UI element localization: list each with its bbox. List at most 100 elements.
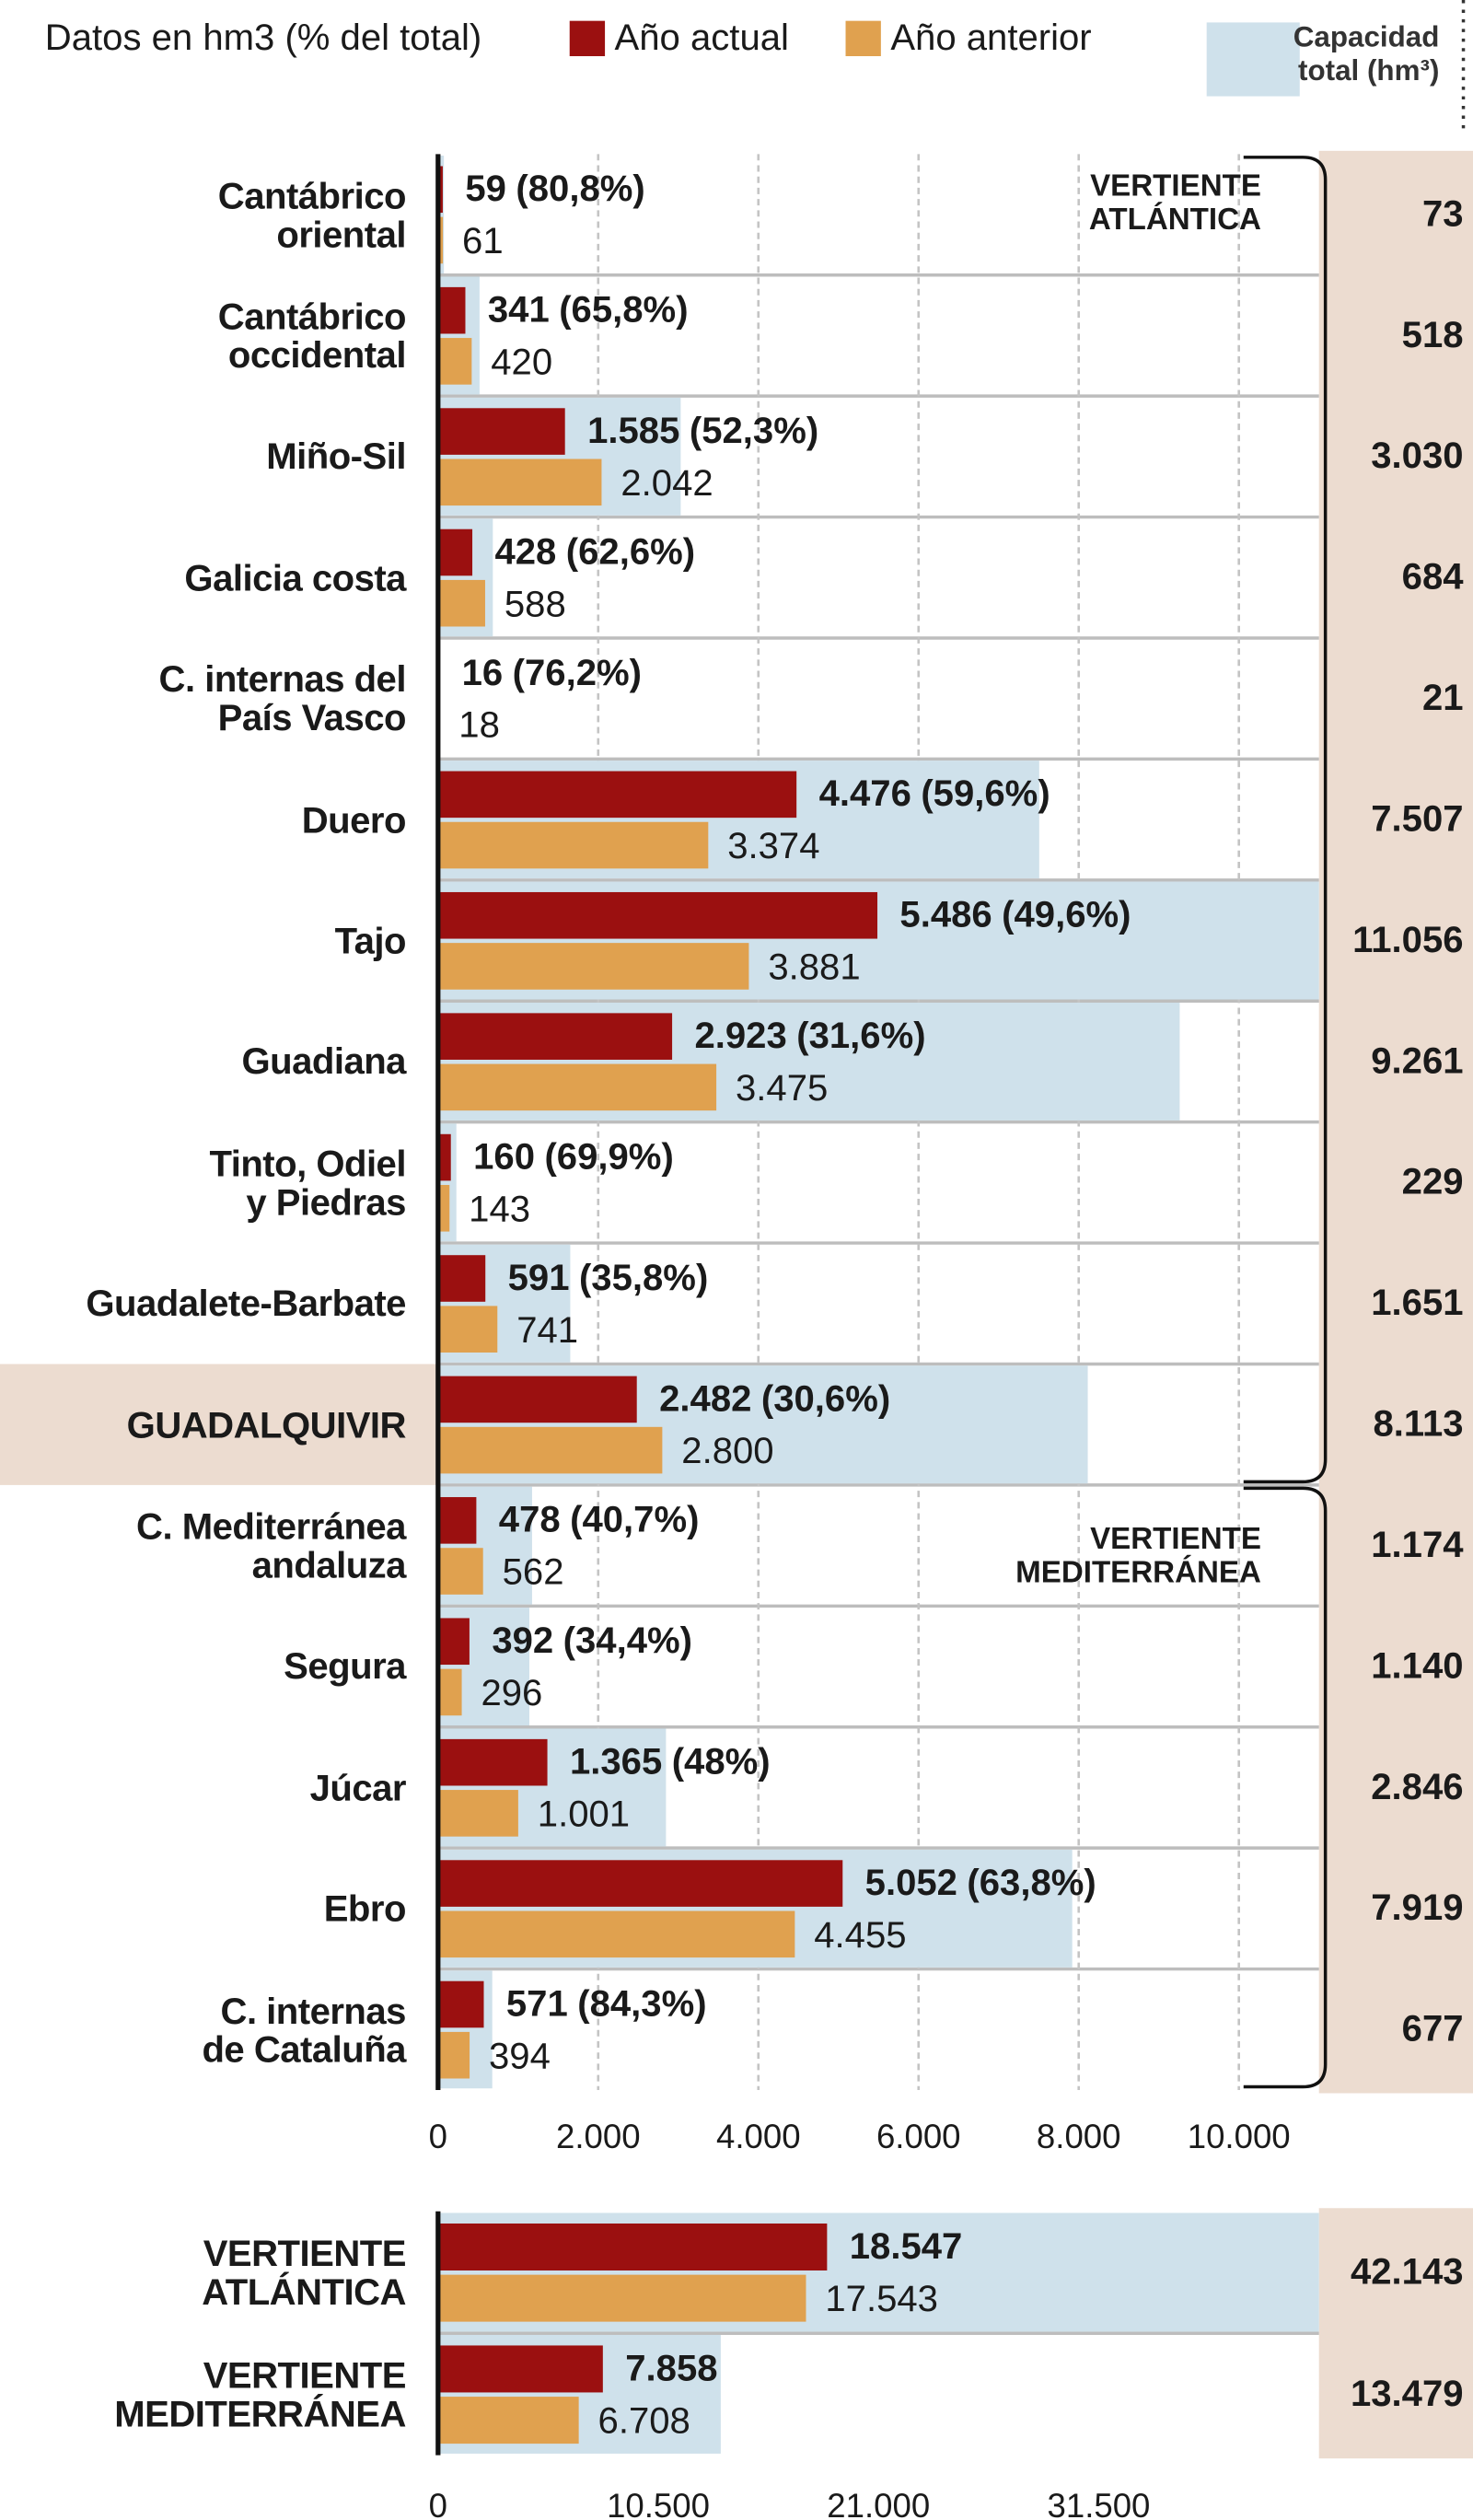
bar-previous [437,459,602,506]
value-label: 1.365 [570,1742,662,1783]
capacity-label: 3.030 [1371,435,1463,476]
value-label: 2.042 [621,463,713,504]
bar-previous [437,216,444,264]
bracket [1243,156,1328,1484]
bar-current [437,1618,470,1666]
value-label: 478 [499,1500,561,1540]
bar-previous [437,1790,518,1837]
share-label: (31,6%) [796,1016,925,1056]
capacity-column [1318,150,1473,2094]
category-label: Tinto, Odiel y Piedras [209,1142,406,1223]
x-tick-label: 6.000 [876,2118,961,2155]
subtitle: Datos en hm3 (% del total) [45,17,481,58]
value-label: 4.476 [819,773,911,814]
value-label: 7.858 [625,2348,717,2388]
value-label: 16 [462,653,504,693]
highlight-band [0,1364,438,1485]
value-label: 5.486 [899,895,992,935]
share-label: (40,7%) [570,1500,699,1540]
bar-current [437,1376,637,1423]
bar-current [437,2345,603,2393]
capacity-label: 1.651 [1371,1283,1463,1323]
capacity-label: 1.174 [1371,1525,1464,1565]
bar-previous [437,1910,795,1958]
value-label: 6.708 [598,2401,690,2442]
share-label: (65,8%) [559,290,688,331]
bar-previous [437,2274,806,2322]
category-label: Ebro [323,1887,407,1930]
category-label: Tajo [334,919,407,962]
value-label: 591 [508,1258,570,1298]
category-label: Guadalete-Barbate [86,1283,406,1325]
bar-current [437,2223,828,2270]
x-tick-label: 0 [429,2487,447,2520]
value-label: 59 [465,168,506,209]
share-label: (69,9%) [544,1136,673,1177]
legend-swatch [1206,22,1300,97]
value-label: 2.800 [681,1431,773,1471]
value-label: 296 [481,1673,542,1713]
capacity-label: 1.140 [1371,1645,1463,1686]
x-tick-label: 10.500 [607,2487,710,2520]
category-label: C. Mediterránea andaluza [136,1504,406,1586]
value-label: 5.052 [865,1863,957,1903]
share-label: (84,3%) [577,1983,706,2024]
bar-previous [437,1063,717,1111]
plot [0,150,1473,2094]
value-label: 2.923 [694,1016,786,1056]
legend-swatch [569,20,606,57]
bar-previous [437,1548,483,1595]
bar-current [437,891,878,939]
bar-current [437,286,466,334]
category-label: Galicia costa [184,556,406,598]
share-label: (80,8%) [516,168,644,209]
share-label: (52,3%) [690,411,818,451]
share-label: (62,6%) [566,531,695,572]
value-label: 143 [469,1189,530,1229]
category-label: Cantábrico occidental [217,295,407,376]
capacity-label: 9.261 [1371,1040,1463,1081]
bar-current [437,1255,486,1302]
category-label: Júcar [309,1766,407,1809]
capacity-label: 73 [1422,193,1464,234]
share-label: (30,6%) [761,1378,890,1419]
bar-previous [437,1668,462,1716]
category-label: Guadiana [241,1040,406,1083]
value-label: 160 [473,1136,535,1177]
value-label: 420 [491,342,552,382]
capacity-label: 11.056 [1352,920,1463,960]
bar-previous [437,2397,579,2445]
share-label: (76,2%) [513,653,642,693]
value-label: 394 [489,2036,551,2076]
share-label: (49,6%) [1002,895,1131,935]
bar-previous [437,338,472,385]
bar-current [437,771,797,819]
value-label: 428 [494,531,556,572]
value-label: 571 [506,1983,568,2024]
value-label: 61 [462,221,504,261]
capacity-label: 8.113 [1373,1404,1463,1445]
x-tick-label: 21.000 [827,2487,930,2520]
value-label: 2.482 [659,1378,751,1419]
x-tick-label: 2.000 [556,2118,641,2155]
bar-previous [437,579,485,627]
value-label: 588 [505,584,566,624]
value-label: 562 [503,1552,564,1593]
plot [437,2208,1473,2459]
value-label: 18 [458,705,500,746]
capacity-label: 2.846 [1371,1767,1463,1807]
value-label: 3.374 [727,826,819,866]
value-label: 3.475 [736,1068,828,1109]
value-label: 1.585 [587,411,679,451]
bar-previous [437,1184,450,1232]
share-label: (48%) [672,1742,771,1783]
bar-previous [437,943,749,990]
capacity-label: 21 [1422,678,1464,718]
value-label: 18.547 [850,2226,963,2267]
value-label: 4.455 [814,1915,906,1956]
bar-current [437,1980,484,2028]
capacity-label: 229 [1402,1162,1464,1202]
value-label: 341 [488,290,550,331]
